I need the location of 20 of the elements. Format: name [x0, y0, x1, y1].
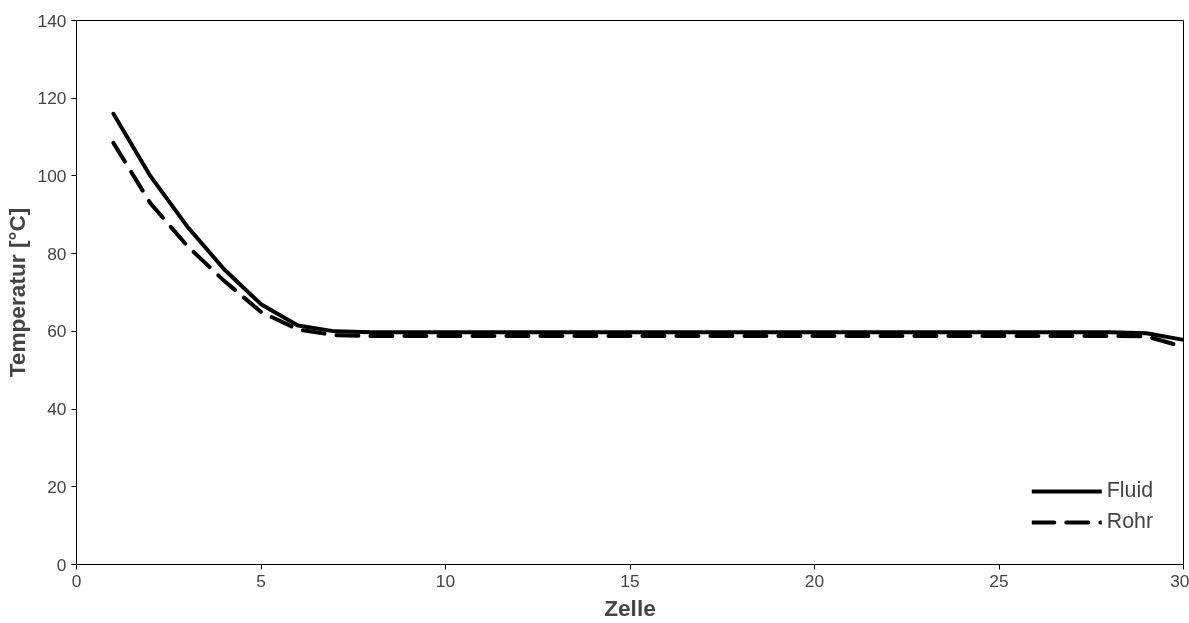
- y-tick-label: 140: [37, 10, 67, 31]
- x-tick-label: 25: [989, 570, 1009, 591]
- y-tick-label: 60: [47, 321, 67, 342]
- y-tick-label: 80: [47, 243, 67, 264]
- legend-label: Rohr: [1106, 509, 1153, 534]
- x-axis-title: Zelle: [604, 594, 656, 621]
- y-axis-title: Temperatur [°C]: [3, 207, 30, 378]
- line-series: [111, 111, 1184, 342]
- x-tick-label: 30: [1170, 570, 1189, 591]
- x-tick-label: 10: [435, 570, 456, 591]
- x-tick-label: 5: [256, 570, 266, 591]
- x-tick-label: 15: [620, 570, 640, 591]
- y-tick-label: 100: [37, 165, 67, 186]
- y-tick-label: 120: [37, 88, 67, 109]
- x-tick-label: 20: [804, 570, 825, 591]
- x-tick-label: 0: [71, 570, 82, 591]
- legend-label: Fluid: [1106, 478, 1153, 503]
- y-tick-label: 40: [47, 399, 67, 420]
- y-tick-label: 0: [56, 554, 67, 575]
- y-tick-label: 20: [47, 476, 67, 497]
